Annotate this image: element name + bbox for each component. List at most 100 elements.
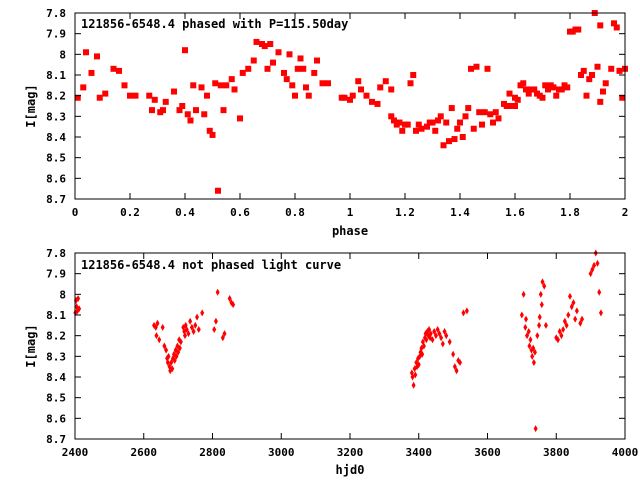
data-point bbox=[521, 290, 526, 298]
data-point bbox=[146, 92, 153, 99]
data-point bbox=[311, 69, 318, 76]
light-curve-chart-title: 121856-6548.4 not phased light curve bbox=[81, 258, 341, 272]
data-point bbox=[468, 65, 474, 72]
data-point bbox=[215, 288, 220, 296]
data-point bbox=[94, 53, 100, 60]
x-tick-label: 3600 bbox=[474, 446, 501, 459]
data-point bbox=[595, 259, 600, 267]
data-point bbox=[553, 92, 560, 99]
data-point bbox=[561, 325, 566, 333]
data-point bbox=[162, 98, 169, 105]
data-point bbox=[520, 80, 527, 87]
data-point bbox=[413, 127, 419, 134]
data-point bbox=[602, 80, 609, 87]
data-point bbox=[74, 94, 81, 101]
data-point bbox=[465, 105, 472, 112]
data-point bbox=[459, 134, 466, 140]
x-tick-label: 4000 bbox=[612, 446, 639, 459]
data-point bbox=[435, 117, 441, 124]
data-point bbox=[374, 100, 381, 107]
data-point bbox=[432, 127, 439, 134]
y-tick-label: 7.9 bbox=[46, 268, 66, 281]
data-point bbox=[188, 317, 193, 325]
data-point bbox=[388, 86, 395, 93]
data-point bbox=[206, 127, 213, 134]
y-tick-label: 8.4 bbox=[46, 131, 66, 144]
y-tick-label: 8.5 bbox=[46, 392, 66, 405]
y-tick-label: 7.8 bbox=[46, 7, 66, 20]
data-point bbox=[580, 67, 587, 74]
data-point bbox=[429, 119, 436, 126]
phased-chart: 0 0.2 0.4 0.6 0.8 1 1.2 1.4 1.6 1.8 2 7.8 7.9 8 8.1 8.2… bbox=[24, 7, 628, 238]
data-point bbox=[227, 294, 232, 302]
data-point bbox=[314, 57, 320, 64]
data-point bbox=[600, 88, 606, 95]
data-point bbox=[578, 72, 584, 78]
data-point bbox=[149, 107, 155, 114]
data-point bbox=[170, 365, 175, 373]
data-point bbox=[440, 142, 447, 149]
data-point bbox=[325, 80, 331, 87]
data-point bbox=[193, 321, 198, 329]
y-tick-label: 8.3 bbox=[46, 110, 66, 123]
data-point bbox=[303, 84, 309, 91]
data-point bbox=[96, 94, 103, 101]
data-point bbox=[597, 288, 602, 296]
data-point bbox=[545, 86, 551, 93]
data-point bbox=[300, 65, 307, 72]
data-point bbox=[462, 113, 469, 120]
data-point bbox=[209, 131, 216, 138]
data-point bbox=[598, 309, 603, 317]
data-point bbox=[613, 24, 620, 31]
data-point bbox=[110, 65, 117, 72]
data-point bbox=[196, 325, 201, 333]
data-point bbox=[447, 338, 452, 346]
data-point bbox=[564, 84, 571, 91]
data-point bbox=[424, 336, 429, 344]
data-point bbox=[153, 323, 158, 331]
y-tick-label: 8.2 bbox=[46, 330, 66, 343]
data-point bbox=[442, 328, 447, 336]
data-point bbox=[437, 330, 442, 338]
data-point bbox=[286, 51, 293, 58]
data-point bbox=[407, 80, 414, 87]
data-point bbox=[396, 119, 403, 126]
data-point bbox=[578, 319, 583, 327]
data-point bbox=[190, 82, 197, 89]
data-point bbox=[487, 111, 494, 118]
data-point bbox=[583, 92, 590, 99]
data-point bbox=[528, 336, 533, 344]
y-tick-label: 8.7 bbox=[46, 193, 66, 206]
y-tick-label: 8.3 bbox=[46, 350, 66, 363]
data-point bbox=[283, 76, 290, 83]
x-tick-label: 0.4 bbox=[175, 206, 195, 219]
phased-data-points bbox=[74, 10, 628, 194]
data-point bbox=[432, 328, 437, 336]
data-point bbox=[220, 334, 225, 342]
data-point bbox=[319, 80, 326, 87]
data-point bbox=[446, 138, 452, 145]
data-point bbox=[531, 359, 536, 367]
data-point bbox=[245, 65, 252, 72]
x-tick-label: 2800 bbox=[199, 446, 226, 459]
data-point bbox=[151, 96, 158, 103]
data-point bbox=[440, 340, 445, 348]
data-point bbox=[102, 90, 109, 97]
data-point bbox=[171, 88, 177, 95]
data-point bbox=[597, 22, 604, 29]
data-point bbox=[410, 72, 417, 78]
data-point bbox=[212, 80, 219, 87]
data-point bbox=[575, 26, 582, 33]
data-point bbox=[492, 109, 499, 116]
data-point bbox=[193, 107, 199, 114]
data-point bbox=[391, 117, 397, 124]
data-point bbox=[116, 67, 122, 74]
data-point bbox=[588, 270, 593, 278]
data-point bbox=[490, 119, 496, 126]
data-point bbox=[437, 113, 444, 120]
data-point bbox=[261, 43, 268, 50]
data-point bbox=[212, 325, 217, 333]
phased-y-axis-label: I[mag] bbox=[24, 84, 38, 127]
